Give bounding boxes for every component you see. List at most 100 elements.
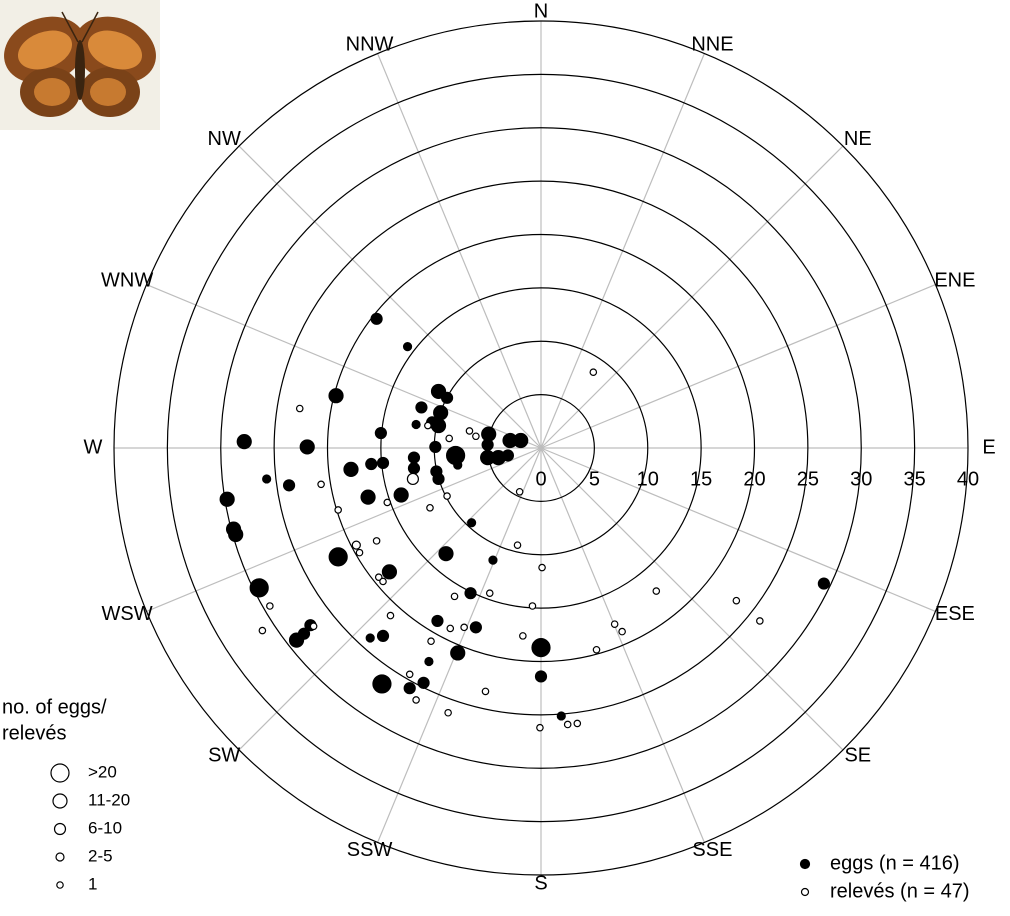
ring xyxy=(220,127,862,769)
size-legend-symbol xyxy=(53,822,67,836)
direction-label: NNW xyxy=(346,33,394,55)
egg-point xyxy=(407,451,421,464)
releve-point xyxy=(443,492,451,500)
releve-point xyxy=(317,480,325,489)
egg-point xyxy=(480,450,496,466)
egg-point xyxy=(297,627,311,640)
egg-point xyxy=(228,526,244,543)
egg-point xyxy=(374,426,387,440)
egg-point xyxy=(360,489,376,505)
egg-point xyxy=(328,547,348,567)
size-legend-label: 2-5 xyxy=(88,846,113,865)
egg-point xyxy=(411,419,421,430)
egg-point xyxy=(381,564,398,580)
size-legend-symbol xyxy=(56,881,64,889)
egg-point xyxy=(467,518,477,528)
releve-point xyxy=(412,696,420,704)
egg-point xyxy=(501,449,515,462)
releve-point xyxy=(355,548,364,557)
direction-label: N xyxy=(534,0,548,22)
egg-point xyxy=(450,645,466,661)
egg-point xyxy=(556,711,566,721)
egg-point xyxy=(370,312,383,325)
egg-point xyxy=(424,656,434,667)
egg-point xyxy=(376,629,390,642)
size-legend-label: >20 xyxy=(88,762,117,781)
releve-point xyxy=(406,472,419,486)
direction-label: WNW xyxy=(101,269,153,291)
releve-point xyxy=(427,637,435,646)
direction-label: SSE xyxy=(692,839,732,861)
egg-point xyxy=(488,555,498,565)
releve-point xyxy=(481,687,490,696)
egg-point xyxy=(249,578,269,598)
egg-point xyxy=(402,341,413,352)
legend-label: eggs (n = 416) xyxy=(830,852,960,874)
releve-point xyxy=(445,434,453,443)
releve-point xyxy=(446,624,455,633)
direction-label: NNE xyxy=(691,33,733,55)
releve-point xyxy=(652,587,661,595)
size-legend-symbol xyxy=(55,852,65,862)
direction-label: NW xyxy=(208,128,241,150)
ring xyxy=(113,20,969,876)
releve-point xyxy=(444,708,452,717)
ring xyxy=(380,287,702,609)
releve-point xyxy=(589,368,598,377)
r-tick-label: 15 xyxy=(690,468,712,490)
egg-point xyxy=(464,587,477,600)
r-tick-label: 10 xyxy=(637,468,659,490)
releve-point xyxy=(515,487,524,496)
direction-label: ESE xyxy=(935,603,975,625)
legend-symbol xyxy=(799,858,811,870)
releve-point xyxy=(405,670,414,679)
direction-label: SW xyxy=(208,745,240,767)
egg-point xyxy=(236,433,252,450)
releve-point xyxy=(732,596,741,605)
releve-point xyxy=(513,541,522,549)
releve-point xyxy=(465,427,474,435)
size-legend-label: 1 xyxy=(88,874,97,893)
r-tick-label: 25 xyxy=(797,468,819,490)
size-legend-title: relevés xyxy=(2,722,66,744)
legend-symbol xyxy=(800,887,810,897)
egg-point xyxy=(328,388,344,404)
releve-point xyxy=(386,611,395,620)
egg-point xyxy=(376,456,390,470)
egg-point xyxy=(403,682,416,695)
egg-point xyxy=(429,440,442,454)
egg-point xyxy=(372,674,392,694)
legend-label: relevés (n = 47) xyxy=(830,880,970,902)
egg-point xyxy=(417,676,430,689)
r-tick-label: 40 xyxy=(957,468,979,490)
size-legend-label: 11-20 xyxy=(88,790,130,809)
r-tick-label: 35 xyxy=(904,468,926,490)
releve-point xyxy=(472,432,480,441)
releve-point xyxy=(372,537,381,545)
direction-label: W xyxy=(84,436,103,458)
egg-point xyxy=(407,462,421,475)
ring xyxy=(166,73,916,823)
releve-point xyxy=(536,723,544,732)
direction-label: SE xyxy=(844,745,871,767)
releve-point xyxy=(379,577,387,586)
egg-point xyxy=(438,546,454,562)
egg-point xyxy=(431,614,444,628)
releve-point xyxy=(258,626,267,635)
size-legend-symbol xyxy=(50,763,70,783)
egg-point xyxy=(299,439,315,455)
releve-point xyxy=(485,589,494,597)
egg-point xyxy=(282,479,296,492)
releve-point xyxy=(573,719,582,728)
egg-point xyxy=(513,432,529,449)
size-legend-symbol xyxy=(52,793,68,809)
egg-point xyxy=(343,461,359,477)
releve-point xyxy=(266,602,274,610)
size-legend-title: no. of eggs/ xyxy=(2,696,107,718)
egg-point xyxy=(415,401,428,414)
releve-point xyxy=(528,602,537,610)
releve-point xyxy=(383,498,392,507)
direction-label: SSW xyxy=(347,839,393,861)
releve-point xyxy=(563,720,572,729)
ring xyxy=(326,233,756,663)
